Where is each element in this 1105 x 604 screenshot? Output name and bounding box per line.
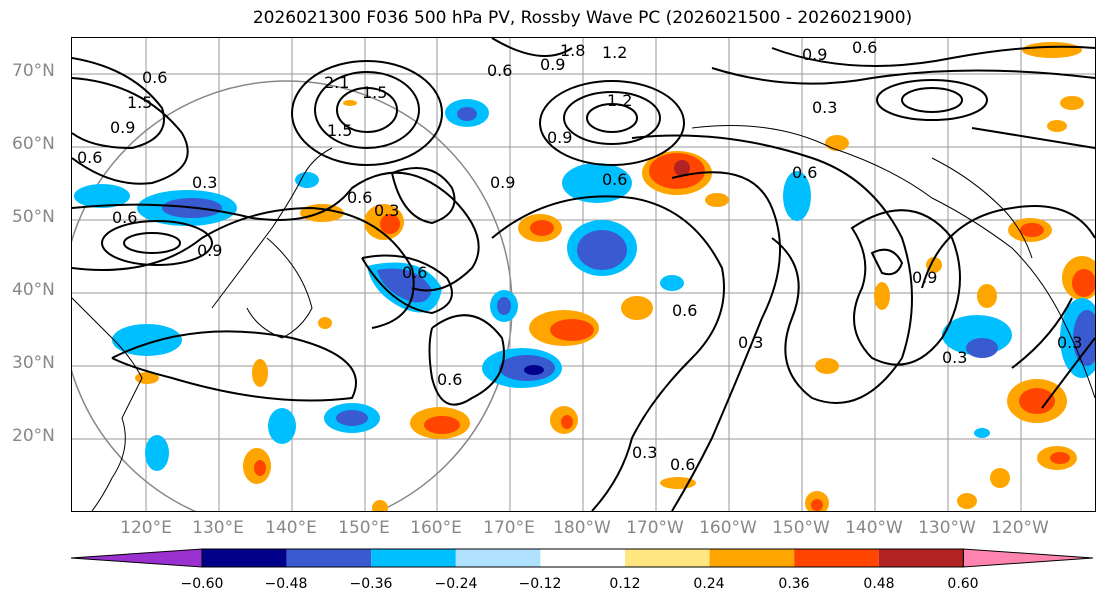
colorbar-segment [286,549,372,567]
lon-label: 120°W [991,518,1049,538]
colorbar-tick: −0.36 [349,576,393,592]
contour-label: 0.9 [547,128,572,147]
contour-label: 0.6 [487,61,512,80]
contour-label: 2.1 [324,73,349,92]
lon-label: 130°W [918,518,976,538]
colorbar-tick: 0.12 [609,576,641,592]
lat-label-60n: 60°N [12,134,55,154]
contour-label: 0.6 [852,38,877,57]
contour-label: 1.2 [607,91,632,110]
colorbar-frame [201,548,964,568]
lon-label: 170°W [626,518,684,538]
colorbar [70,548,1094,568]
colorbar-extend-max [962,548,1094,568]
contour-label: 1.2 [602,43,627,62]
colorbar-segment [455,549,541,567]
colorbar-extend-min [70,548,203,568]
pv-shading [74,42,1095,511]
map-canvas: 0.6 1.5 0.9 0.6 0.3 0.9 0.6 2.1 1.5 1.5 … [72,38,1095,511]
contour-label: 0.9 [802,45,827,64]
contour-label: 0.6 [112,208,137,227]
figure-title: 2026021300 F036 500 hPa PV, Rossby Wave … [252,8,913,28]
contour-label: 0.3 [812,98,837,117]
colorbar-segment [709,549,795,567]
contour-label: 1.8 [560,41,585,60]
contour-label: 0.6 [437,370,462,389]
contour-label: 0.9 [197,241,222,260]
contour-label: 0.9 [110,118,135,137]
contour-label: 0.9 [490,173,515,192]
lon-label: 150°E [338,518,390,538]
contour-label: 0.3 [738,333,763,352]
lat-label-70n: 70°N [12,61,55,81]
lon-label: 150°W [772,518,830,538]
lon-label: 160°W [699,518,757,538]
pv-contours [72,38,1095,511]
contour-label: 0.3 [374,201,399,220]
lon-label: 130°E [192,518,244,538]
contour-label: 0.3 [192,173,217,192]
contour-label: 0.6 [142,68,167,87]
colorbar-tick: 0.60 [947,576,979,592]
contour-label: 0.3 [942,348,967,367]
contour-label: 0.3 [632,443,657,462]
colorbar-segment [878,549,964,567]
lon-label: 140°E [265,518,317,538]
contour-label: 0.6 [402,263,427,282]
lon-label: 140°W [845,518,903,538]
contour-label: 0.6 [77,148,102,167]
colorbar-segment [202,549,287,567]
colorbar-tick: 0.36 [778,576,810,592]
lon-label: 180°W [553,518,611,538]
colorbar-segment [371,549,456,567]
contour-label: 0.9 [912,268,937,287]
colorbar-segment [794,549,879,567]
lon-label: 170°E [483,518,535,538]
contour-label: 0.6 [672,301,697,320]
graticule [72,38,1095,511]
colorbar-segment [625,549,710,567]
coastlines [72,125,1095,511]
contour-label: 1.5 [127,93,152,112]
lon-label: 160°E [410,518,462,538]
colorbar-tick: −0.60 [180,576,224,592]
colorbar-segment [540,549,625,567]
map-panel: 0.6 1.5 0.9 0.6 0.3 0.9 0.6 2.1 1.5 1.5 … [71,37,1096,512]
contour-label: 0.9 [540,55,565,74]
contour-label: 1.5 [327,121,352,140]
colorbar-tick: 0.24 [693,576,725,592]
contour-label: 0.6 [347,188,372,207]
colorbar-tick: −0.48 [264,576,308,592]
colorbar-boxes [70,548,1094,568]
contour-label: 1.5 [362,83,387,102]
colorbar-tick: 0.48 [863,576,895,592]
colorbar-tick: −0.24 [434,576,478,592]
contour-label: 0.3 [1057,333,1082,352]
contour-label: 0.6 [670,455,695,474]
contour-label: 0.6 [792,163,817,182]
colorbar-tick: −0.12 [518,576,562,592]
lat-label-50n: 50°N [12,207,55,227]
lat-label-20n: 20°N [12,426,55,446]
lon-label: 120°E [120,518,172,538]
contour-labels: 0.6 1.5 0.9 0.6 0.3 0.9 0.6 2.1 1.5 1.5 … [77,38,1082,474]
lat-label-40n: 40°N [12,280,55,300]
lat-label-30n: 30°N [12,353,55,373]
contour-label: 0.6 [602,170,627,189]
